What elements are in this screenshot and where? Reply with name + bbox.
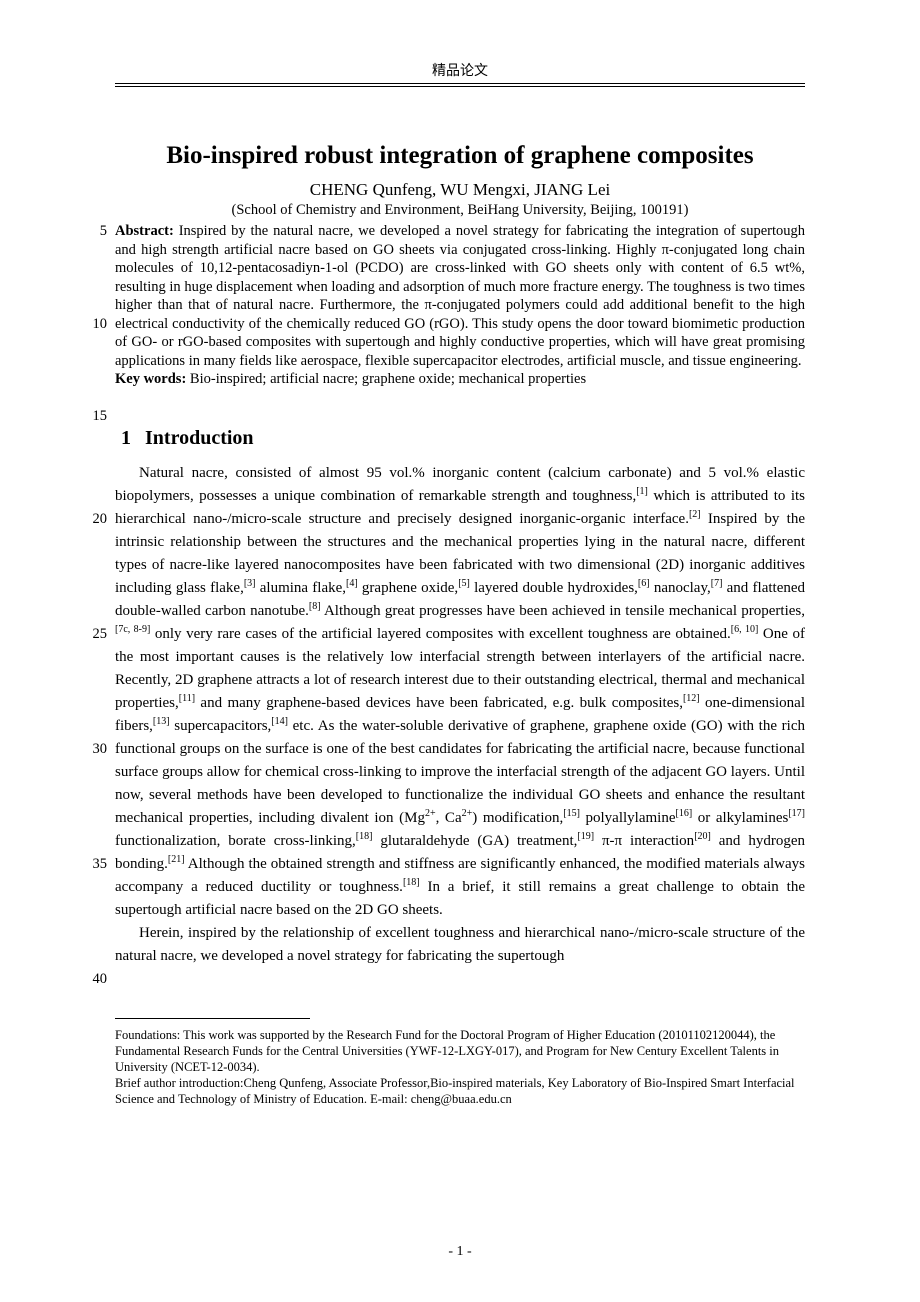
line-number [77,899,107,922]
line-number [77,296,107,315]
paper-affiliation: (School of Chemistry and Environment, Be… [115,202,805,219]
line-number: 10 [77,315,107,334]
line-number [77,922,107,945]
line-number [77,1014,107,1037]
line-number [77,462,107,485]
body-region: 2025303540 Natural nacre, consisted of a… [115,462,805,968]
line-number [77,991,107,1014]
line-number [77,646,107,669]
line-number [77,485,107,508]
line-number: 20 [77,508,107,531]
page: 精品论文 Bio-inspired robust integration of … [0,0,920,1302]
abstract-label: Abstract: [115,223,174,239]
footnote-foundations: Foundations: This work was supported by … [115,1027,805,1075]
line-number [77,692,107,715]
header-rule [115,86,805,87]
footnote-author-intro: Brief author introduction:Cheng Qunfeng,… [115,1075,805,1107]
line-number: 30 [77,738,107,761]
line-number: 5 [77,222,107,241]
line-number [77,389,107,408]
line-number [77,715,107,738]
line-number [77,600,107,623]
section-heading: 1 Introduction [121,427,805,450]
line-number: 15 [77,407,107,426]
keywords-label: Key words: [115,371,186,387]
page-number: - 1 - [0,1244,920,1260]
keywords-text: Bio-inspired; artificial nacre; graphene… [186,371,586,387]
line-number [77,333,107,352]
line-number: 40 [77,968,107,991]
line-number [77,945,107,968]
paper-authors: CHENG Qunfeng, WU Mengxi, JIANG Lei [115,180,805,200]
line-number: 25 [77,623,107,646]
paragraph-2: Herein, inspired by the relationship of … [115,922,805,968]
line-number [77,554,107,577]
paper-title: Bio-inspired robust integration of graph… [115,142,805,170]
line-number [77,278,107,297]
section-number: 1 [121,427,131,449]
line-number [77,784,107,807]
footnote-separator [115,1018,310,1019]
line-number [77,807,107,830]
line-number: 35 [77,853,107,876]
abstract-text: Abstract: Inspired by the natural nacre,… [115,222,805,370]
line-number [77,669,107,692]
line-number [77,241,107,260]
footnotes: Foundations: This work was supported by … [115,1027,805,1107]
abstract-body: Inspired by the natural nacre, we develo… [115,223,805,369]
line-number [77,259,107,278]
paragraph-1: Natural nacre, consisted of almost 95 vo… [115,462,805,922]
line-number [77,876,107,899]
line-number [77,577,107,600]
keywords-line: Key words: Bio-inspired; artificial nacr… [115,370,805,389]
line-number [77,352,107,371]
section-title: Introduction [145,427,254,449]
line-number [77,370,107,389]
body-text: Natural nacre, consisted of almost 95 vo… [115,462,805,968]
line-numbers-body: 20 25 30 35 40 [77,462,107,1037]
line-numbers-abstract: 5 10 15 [77,222,107,426]
line-number [77,830,107,853]
line-number [77,531,107,554]
line-number [77,761,107,784]
abstract-region: 51015 Abstract: Inspired by the natural … [115,222,805,389]
page-header: 精品论文 [115,60,805,84]
